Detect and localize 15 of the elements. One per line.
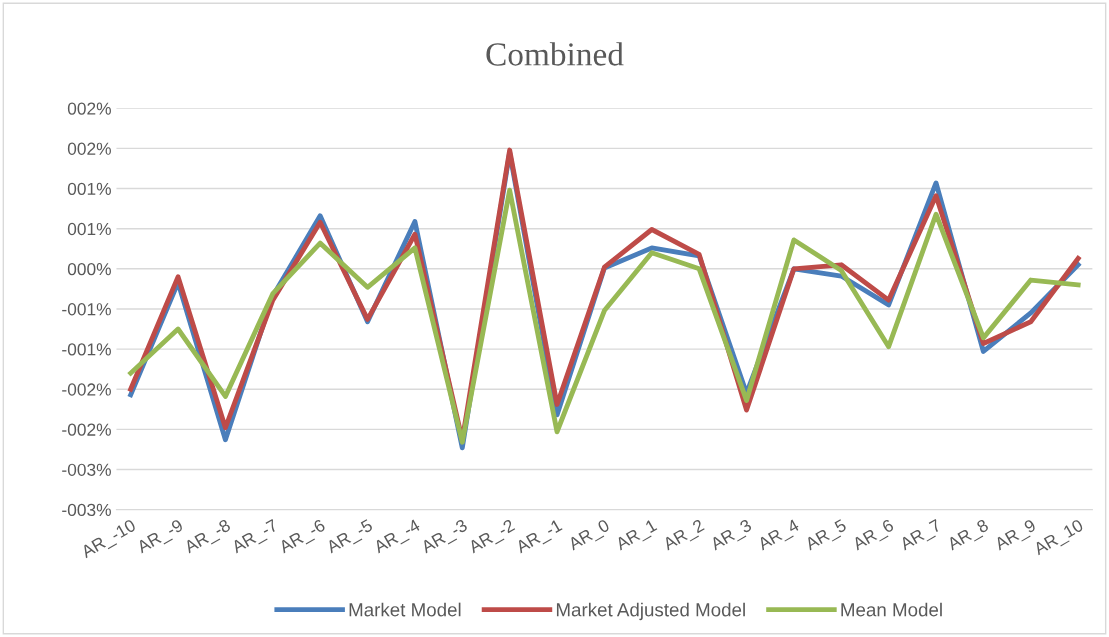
- y-tick-label: -001%: [62, 303, 111, 316]
- y-tick-label: 002%: [67, 142, 111, 155]
- y-tick-label: -003%: [62, 503, 111, 517]
- y-tick-label: 002%: [67, 102, 111, 115]
- legend-label: Mean Model: [841, 602, 942, 617]
- y-tick-label: -001%: [62, 343, 111, 356]
- y-tick-label: 000%: [67, 262, 111, 276]
- y-tick-label: 001%: [67, 182, 111, 196]
- y-tick-label: -002%: [62, 423, 111, 436]
- y-tick-label: -003%: [62, 463, 111, 476]
- y-tick-label: 001%: [67, 222, 111, 236]
- legend-label: Market Adjusted Model: [556, 602, 745, 621]
- legend-label: Market Model: [349, 602, 461, 617]
- chart-title: Combined: [486, 42, 624, 66]
- y-tick-label: -002%: [62, 383, 111, 396]
